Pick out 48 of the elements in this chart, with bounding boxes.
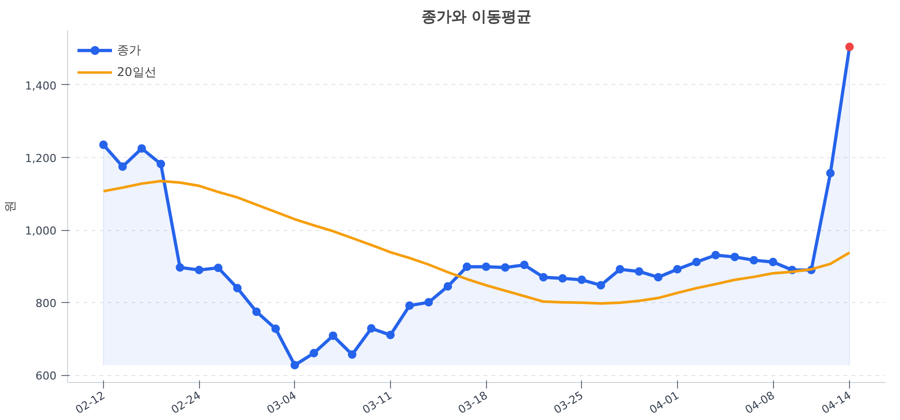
point	[634, 267, 644, 276]
y-axis-title: 원	[3, 200, 18, 212]
point	[692, 258, 701, 266]
point	[482, 262, 490, 271]
point	[654, 273, 662, 282]
legend-label: 종가	[117, 42, 141, 58]
point	[290, 360, 300, 370]
point	[233, 284, 242, 292]
point	[367, 324, 376, 333]
point	[462, 262, 472, 271]
point	[577, 276, 586, 284]
point	[156, 160, 166, 168]
y-tick-label: 1,200	[25, 152, 57, 166]
point	[328, 331, 338, 340]
point	[520, 260, 529, 270]
point	[271, 324, 280, 334]
point	[558, 274, 567, 283]
point	[176, 263, 184, 272]
point	[826, 168, 835, 178]
point	[539, 273, 548, 282]
point	[500, 263, 510, 272]
point	[252, 307, 261, 316]
point	[711, 250, 720, 260]
point	[673, 265, 682, 274]
y-tick-label: 600	[36, 370, 57, 383]
line-series	[102, 180, 851, 305]
point	[596, 281, 606, 290]
point	[214, 264, 222, 272]
point	[845, 42, 854, 52]
y-tick-label: 1,000	[25, 224, 57, 238]
point	[99, 140, 108, 150]
point	[194, 266, 204, 274]
y-tick-label: 800	[36, 297, 57, 310]
point	[768, 258, 778, 266]
point	[444, 282, 452, 291]
y-tick-label: 1,400	[25, 79, 57, 92]
point	[424, 298, 433, 307]
point	[730, 252, 740, 262]
point	[348, 350, 356, 359]
legend-label: 20일선	[117, 64, 156, 80]
point	[118, 162, 127, 171]
point	[750, 256, 758, 264]
chart-title: 종가와 이동평균	[421, 8, 532, 26]
point	[137, 144, 146, 153]
point	[386, 330, 395, 340]
point	[405, 301, 414, 310]
point	[616, 265, 624, 274]
point	[310, 348, 318, 358]
